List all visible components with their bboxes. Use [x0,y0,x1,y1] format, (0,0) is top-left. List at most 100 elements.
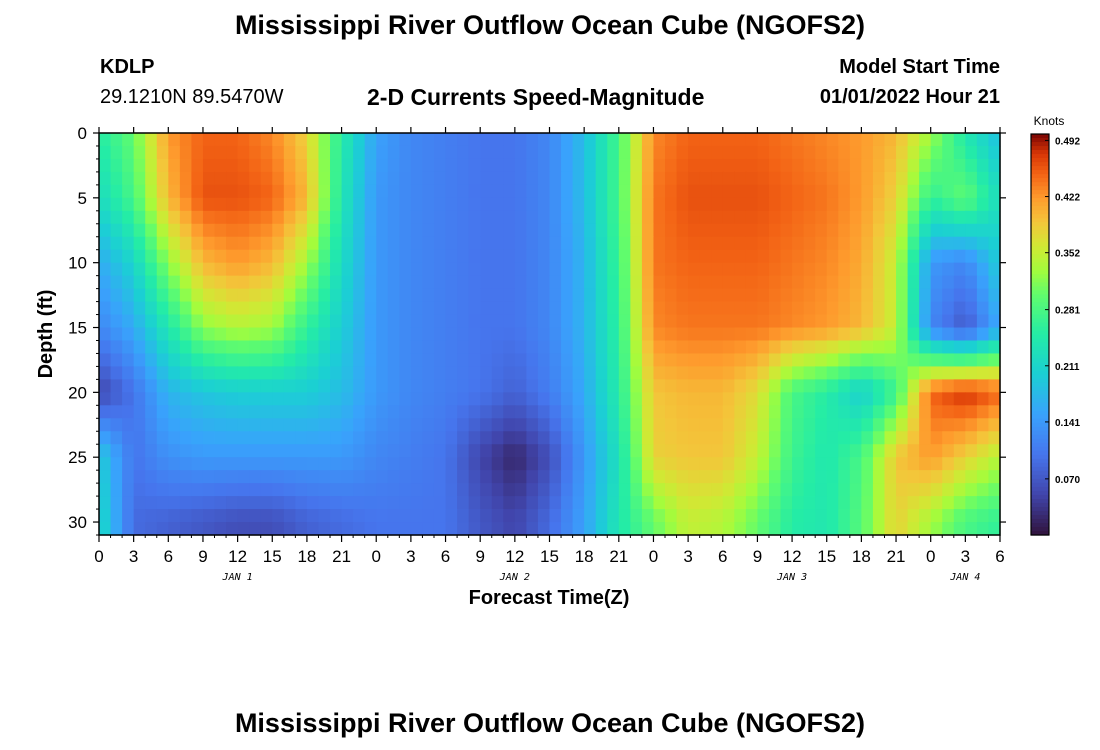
heatmap-cell [330,444,343,458]
heatmap-cell [399,340,412,355]
heatmap-cell [145,405,158,419]
heatmap-cell [272,340,285,355]
heatmap-cell [849,340,862,355]
heatmap-cell [295,418,308,432]
heatmap-cell [237,275,250,290]
heatmap-cell [780,197,793,212]
heatmap-cell [688,353,701,368]
heatmap-cell [399,197,412,212]
heatmap-cell [699,509,712,523]
heatmap-cell [953,275,966,290]
heatmap-cell [665,223,678,238]
heatmap-cell [953,158,966,173]
x-tick-label: 15 [817,547,836,566]
heatmap-cell [422,314,435,329]
heatmap-cell [422,223,435,238]
heatmap-cell [768,392,782,406]
heatmap-cell [99,314,112,329]
heatmap-cell [976,275,990,290]
heatmap-cell [537,262,551,277]
heatmap-cell [295,444,308,458]
heatmap-cell [884,275,897,290]
heatmap-cell [630,158,643,173]
heatmap-cell [526,496,539,510]
heatmap-cell [919,483,932,497]
heatmap-cell [907,236,920,251]
heatmap-cell [330,340,343,355]
heatmap-cell [676,431,689,445]
heatmap-cell [202,522,216,536]
heatmap-cell [907,379,920,393]
heatmap-cell [549,340,562,355]
heatmap-cell [803,275,816,290]
heatmap-cell [665,496,678,510]
heatmap-cell [653,236,666,251]
heatmap-cell [341,145,354,160]
heatmap-cell [491,522,504,536]
heatmap-cell [745,314,759,329]
heatmap-cell [445,379,458,393]
heatmap-cell [803,366,816,380]
heatmap-cell [849,249,862,264]
heatmap-cell [849,145,862,160]
heatmap-cell [734,133,747,147]
heatmap-cell [699,158,712,173]
heatmap-cell [422,184,435,199]
heatmap-cell [272,366,285,380]
colorbar-segment [1031,514,1049,520]
heatmap-cell [399,236,412,251]
heatmap-cell [99,431,112,445]
heatmap-cell [930,457,943,471]
heatmap-cell [688,301,701,316]
heatmap-cell [641,483,655,497]
heatmap-cell [641,340,655,355]
heatmap-cell [318,145,331,160]
heatmap-cell [745,379,759,393]
heatmap-cell [376,340,389,355]
heatmap-cell [665,366,678,380]
heatmap-cell [838,353,851,368]
heatmap-cell [306,314,320,329]
heatmap-cell [919,145,932,160]
heatmap-cell [468,262,481,277]
heatmap-cell [526,522,539,536]
heatmap-cell [549,522,562,536]
heatmap-cell [572,379,585,393]
heatmap-cell [688,184,701,199]
heatmap-cell [191,470,204,484]
heatmap-cell [838,379,851,393]
heatmap-cell [295,379,308,393]
heatmap-cell [191,236,204,251]
heatmap-cell [422,392,435,406]
heatmap-cell [780,249,793,264]
heatmap-cell [537,457,551,471]
heatmap-cell [122,223,135,238]
colorbar-segment [1031,470,1049,476]
heatmap-cell [491,262,504,277]
heatmap-cell [410,418,424,432]
heatmap-cell [387,340,400,355]
heatmap-cell [410,301,424,316]
heatmap-cell [861,314,874,329]
heatmap-cell [514,405,527,419]
heatmap-cell [318,314,331,329]
heatmap-cell [537,522,551,536]
heatmap-cell [202,145,216,160]
heatmap-cell [942,496,955,510]
heatmap-cell [872,301,886,316]
heatmap-cell [272,158,285,173]
heatmap-cell [815,496,828,510]
heatmap-cell [630,171,643,186]
heatmap-cell [757,444,770,458]
heatmap-cell [133,327,146,342]
heatmap-cell [179,145,193,160]
heatmap-cell [514,522,527,536]
heatmap-cell [722,184,735,199]
heatmap-cell [768,418,782,432]
heatmap-cell [503,405,516,419]
heatmap-cell [433,483,447,497]
heatmap-cell [838,340,851,355]
heatmap-cell [930,509,943,523]
heatmap-cell [676,210,689,225]
heatmap-cell [595,366,608,380]
